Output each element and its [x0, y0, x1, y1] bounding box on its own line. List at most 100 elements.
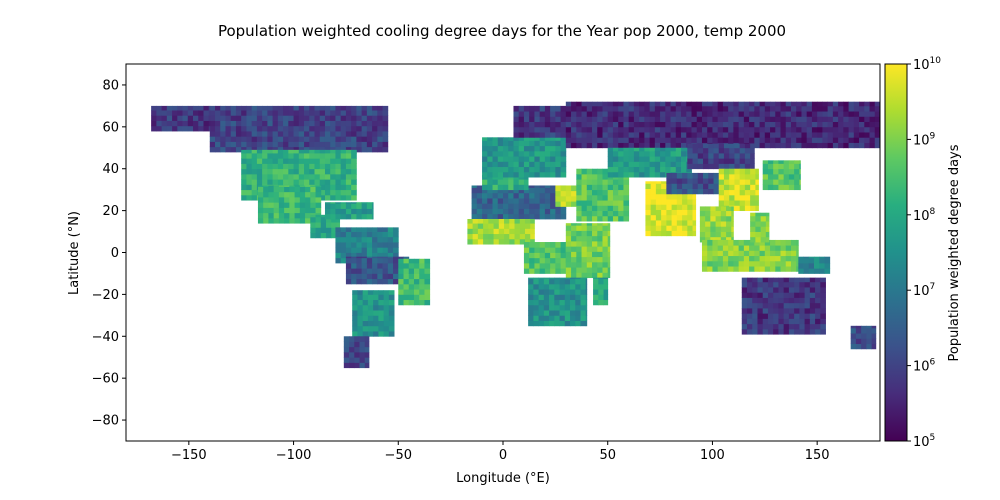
heatmap-cell: [671, 199, 678, 205]
heatmap-cell: [682, 188, 688, 195]
heatmap-cell: [256, 131, 263, 137]
heatmap-cell: [225, 105, 232, 111]
heatmap-cell: [319, 141, 326, 148]
heatmap-cell: [790, 111, 797, 117]
heatmap-cell: [383, 304, 390, 311]
heatmap-cell: [778, 168, 785, 175]
heatmap-cell: [215, 125, 221, 132]
heatmap-cell: [592, 272, 598, 279]
heatmap-cell: [215, 131, 221, 137]
chart-title: Population weighted cooling degree days …: [218, 22, 786, 40]
heatmap-cell: [345, 149, 352, 154]
heatmap-cell: [513, 192, 520, 199]
heatmap-cell: [699, 231, 706, 238]
heatmap-cell: [650, 183, 657, 190]
heatmap-cell: [623, 156, 630, 162]
heatmap-cell: [349, 357, 355, 363]
heatmap-cell: [764, 239, 771, 246]
heatmap-cell: [534, 252, 541, 259]
heatmap-cell: [304, 120, 310, 127]
heatmap-cell: [488, 238, 494, 245]
heatmap-cell: [686, 111, 692, 117]
heatmap-cell: [628, 161, 635, 168]
heatmap-cell: [366, 278, 373, 285]
heatmap-cell: [592, 189, 598, 196]
heatmap-cell: [708, 147, 714, 154]
heatmap-cell: [731, 226, 734, 232]
heatmap-cell: [330, 146, 336, 153]
heatmap-cell: [503, 145, 509, 152]
heatmap-cell: [655, 199, 662, 205]
heatmap-cell: [639, 150, 645, 157]
heatmap-cell: [687, 204, 693, 210]
heatmap-cell: [788, 179, 795, 185]
heatmap-cell: [538, 320, 545, 327]
heatmap-cell: [794, 302, 800, 309]
heatmap-cell: [623, 189, 630, 196]
heatmap-cell: [364, 362, 370, 369]
heatmap-cell: [508, 192, 514, 199]
heatmap-cell: [208, 125, 211, 132]
heatmap-cell: [778, 160, 785, 164]
heatmap-cell: [612, 132, 619, 138]
heatmap-cell: [331, 227, 337, 234]
heatmap-cell: [309, 136, 315, 142]
heatmap-cell: [809, 318, 816, 325]
heatmap-cell: [387, 257, 394, 264]
heatmap-cell: [335, 189, 342, 196]
heatmap-cell: [387, 247, 394, 253]
heatmap-cell: [722, 132, 729, 138]
heatmap-cell: [288, 153, 294, 159]
heatmap-cell: [267, 125, 274, 132]
heatmap-cell: [524, 233, 531, 240]
heatmap-cell: [602, 101, 609, 107]
heatmap-cell: [773, 179, 779, 185]
heatmap-cell: [257, 217, 264, 224]
heatmap-cell: [803, 262, 810, 269]
heatmap-cell: [734, 158, 741, 164]
heatmap-cell: [785, 116, 792, 122]
heatmap-cell: [607, 142, 614, 149]
heatmap-cell: [639, 126, 645, 133]
heatmap-cell: [661, 209, 667, 216]
heatmap-cell: [550, 247, 556, 253]
heatmap-cell: [650, 230, 657, 237]
heatmap-cell: [794, 292, 800, 298]
heatmap-cell: [757, 292, 764, 298]
heatmap-cell: [544, 150, 551, 157]
heatmap-cell: [272, 158, 279, 164]
heatmap-cell: [696, 132, 703, 138]
heatmap-cell: [602, 225, 609, 231]
heatmap-cell: [539, 116, 546, 122]
heatmap-cell: [284, 197, 290, 203]
heatmap-cell: [534, 111, 541, 117]
heatmap-cell: [754, 132, 760, 138]
heatmap-cell: [251, 131, 258, 137]
heatmap-cell: [513, 145, 520, 152]
heatmap-cell: [853, 142, 860, 149]
heatmap-cell: [838, 132, 844, 138]
heatmap-cell: [645, 225, 652, 231]
heatmap-cell: [607, 205, 614, 212]
heatmap-cell: [633, 142, 640, 149]
region-papua-new-guinea: [798, 256, 831, 274]
heatmap-cell: [576, 272, 582, 279]
heatmap-cell: [749, 137, 755, 143]
heatmap-cell: [335, 247, 342, 253]
heatmap-cell: [576, 132, 582, 138]
heatmap-cell: [644, 150, 651, 157]
heatmap-cell: [366, 247, 373, 253]
heatmap-cell: [509, 228, 515, 235]
heatmap-cell: [555, 132, 561, 138]
heatmap-cell: [723, 158, 730, 164]
heatmap-cell: [712, 137, 719, 143]
heatmap-cell: [760, 226, 767, 232]
heatmap-cell: [319, 173, 326, 180]
heatmap-cell: [298, 115, 305, 121]
heatmap-cell: [362, 310, 369, 316]
heatmap-cell: [550, 140, 556, 147]
heatmap-cell: [747, 287, 753, 293]
heatmap-cell: [718, 189, 725, 196]
heatmap-cell: [585, 294, 588, 301]
heatmap-cell: [623, 105, 630, 112]
